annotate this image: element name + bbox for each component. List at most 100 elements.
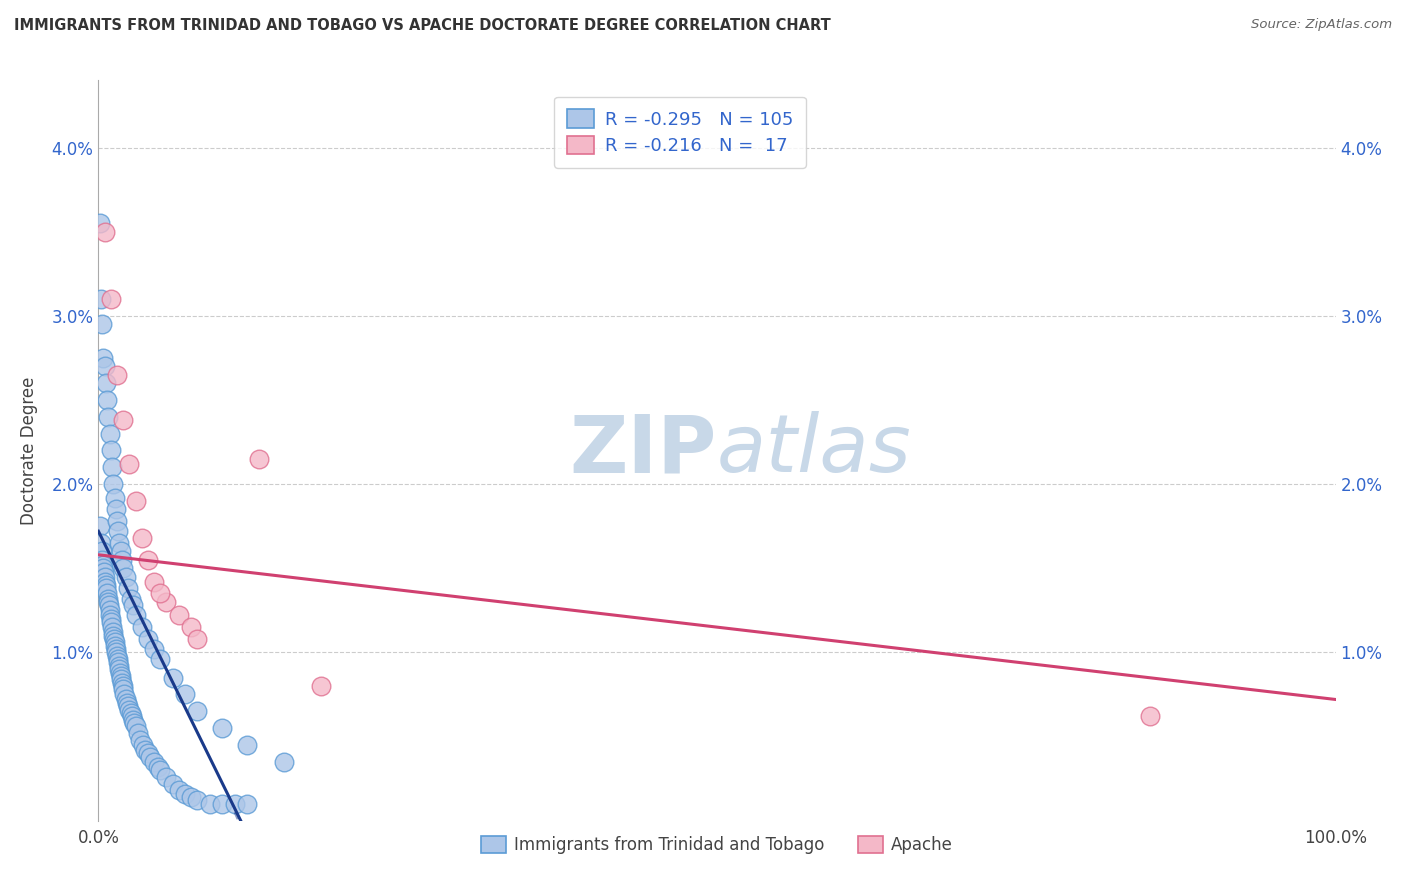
Point (111, 679, 134, 693)
Point (98, 603, 121, 617)
Point (115, 696, 138, 710)
Point (100, 292, 122, 306)
Point (118, 457, 141, 471)
Point (112, 682, 135, 697)
Point (108, 662, 131, 676)
Point (97, 595, 120, 609)
Point (136, 747, 159, 761)
Point (247, 451, 270, 466)
Point (131, 620, 153, 634)
Point (155, 595, 177, 609)
Point (93, 565, 115, 579)
Point (93, 569, 115, 583)
Point (121, 709, 143, 723)
Point (103, 635, 125, 649)
Point (136, 632, 159, 646)
Point (136, 553, 159, 567)
Point (93, 561, 115, 575)
Point (101, 625, 124, 640)
Point (129, 732, 152, 747)
Point (132, 738, 155, 752)
Point (90, 292, 112, 306)
Point (143, 755, 166, 769)
Point (97, 599, 120, 613)
Point (110, 669, 132, 683)
Point (104, 639, 127, 653)
Point (149, 763, 172, 777)
Legend: Immigrants from Trinidad and Tobago, Apache: Immigrants from Trinidad and Tobago, Apa… (471, 826, 963, 864)
Point (120, 706, 142, 720)
Point (97, 591, 120, 606)
Text: IMMIGRANTS FROM TRINIDAD AND TOBAGO VS APACHE DOCTORATE DEGREE CORRELATION CHART: IMMIGRANTS FROM TRINIDAD AND TOBAGO VS A… (14, 18, 831, 33)
Point (96, 586, 118, 600)
Point (273, 755, 295, 769)
Point (107, 524, 129, 539)
Point (174, 787, 197, 801)
Point (100, 612, 122, 626)
Point (105, 514, 128, 528)
Point (186, 704, 208, 718)
Point (120, 591, 142, 606)
Point (108, 665, 131, 680)
Point (94, 574, 117, 589)
Point (103, 491, 125, 505)
Point (93, 225, 115, 239)
Point (91, 318, 114, 332)
Point (124, 608, 146, 623)
Point (167, 608, 190, 623)
Point (89, 216, 111, 230)
Point (103, 477, 125, 491)
Point (122, 599, 145, 613)
Point (114, 692, 136, 706)
Point (111, 675, 134, 690)
Point (134, 743, 156, 757)
Point (211, 797, 233, 811)
Point (124, 494, 146, 508)
Point (103, 628, 125, 642)
Point (89, 519, 111, 533)
Point (96, 392, 118, 407)
Point (94, 376, 117, 391)
Point (101, 620, 124, 634)
Point (131, 531, 153, 545)
Point (114, 569, 136, 583)
Point (127, 726, 149, 740)
Point (105, 645, 128, 659)
Point (110, 544, 132, 558)
Point (117, 699, 139, 714)
Point (98, 608, 121, 623)
Point (104, 642, 127, 657)
Point (105, 648, 128, 663)
Point (93, 359, 115, 374)
Point (93, 351, 115, 365)
Point (101, 460, 124, 475)
Point (118, 703, 141, 717)
Point (309, 679, 332, 693)
Point (91, 558, 114, 572)
Point (224, 797, 246, 811)
Point (146, 760, 169, 774)
Point (104, 502, 127, 516)
Point (98, 426, 121, 441)
Point (124, 719, 146, 733)
Point (100, 615, 122, 629)
Point (94, 578, 117, 592)
Point (108, 536, 131, 550)
Point (180, 620, 202, 634)
Point (186, 632, 208, 646)
Point (107, 656, 129, 670)
Point (122, 713, 145, 727)
Point (155, 770, 177, 784)
Point (112, 688, 135, 702)
Point (117, 582, 139, 596)
Point (110, 673, 132, 687)
Point (198, 797, 221, 811)
Point (97, 409, 120, 424)
Point (105, 368, 128, 382)
Point (124, 716, 146, 731)
Point (103, 632, 125, 646)
Point (96, 582, 118, 596)
Y-axis label: Doctorate Degree: Doctorate Degree (20, 376, 38, 524)
Point (107, 652, 129, 666)
Point (112, 561, 135, 575)
